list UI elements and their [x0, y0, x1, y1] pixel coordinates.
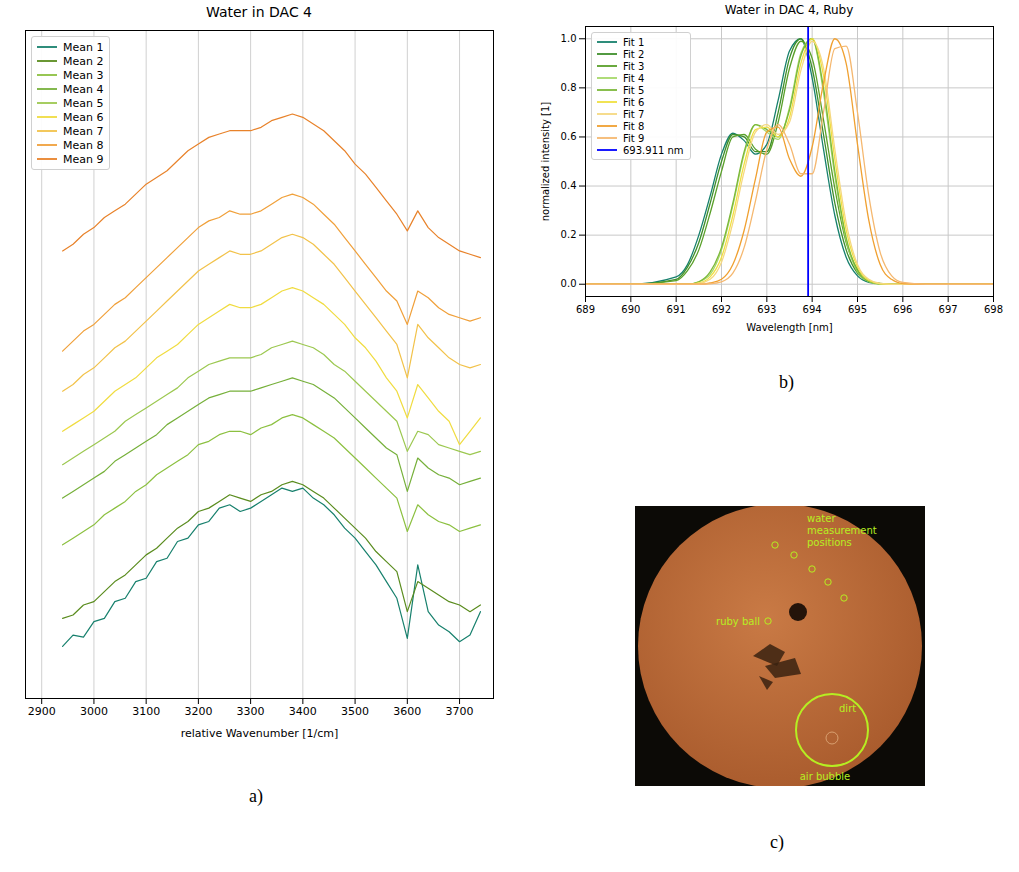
svg-text:0.0: 0.0 — [561, 278, 577, 289]
svg-text:3400: 3400 — [289, 705, 317, 718]
svg-text:ruby ball: ruby ball — [716, 616, 760, 627]
html-text:Fit 5: Fit 5 — [623, 84, 645, 96]
html-text:Mean 1: Mean 1 — [63, 40, 104, 54]
svg-text:3100: 3100 — [132, 705, 160, 718]
svg-text:695: 695 — [848, 304, 867, 315]
svg-text:698: 698 — [984, 304, 1003, 315]
svg-text:watermeasurementpositions: watermeasurementpositions — [807, 513, 877, 548]
svg-text:air bubble: air bubble — [800, 771, 851, 782]
html-text:Fit 2: Fit 2 — [623, 48, 645, 60]
svg-text:0.4: 0.4 — [561, 180, 577, 191]
html-text:Fit 6: Fit 6 — [623, 96, 645, 108]
svg-text:1.0: 1.0 — [561, 33, 577, 44]
svg-text:696: 696 — [893, 304, 912, 315]
svg-text:3300: 3300 — [237, 705, 265, 718]
html-text:Mean 3: Mean 3 — [63, 68, 104, 82]
svg-text:dirt: dirt — [839, 703, 856, 714]
html-text:Mean 9: Mean 9 — [63, 152, 104, 166]
svg-text:Wavelength [nm]: Wavelength [nm] — [746, 322, 832, 333]
html-text:Mean 2: Mean 2 — [63, 54, 104, 68]
html-text:Fit 8: Fit 8 — [623, 120, 645, 132]
svg-text:693: 693 — [757, 304, 776, 315]
svg-text:692: 692 — [712, 304, 731, 315]
svg-text:3500: 3500 — [341, 705, 369, 718]
svg-text:689: 689 — [576, 304, 595, 315]
html-text:Water in DAC 4, Ruby: Water in DAC 4, Ruby — [724, 3, 854, 17]
svg-text:3600: 3600 — [393, 705, 421, 718]
svg-text:3200: 3200 — [184, 705, 212, 718]
html-text:Mean 4: Mean 4 — [63, 82, 104, 96]
html-text:Fit 9: Fit 9 — [623, 132, 645, 144]
html-text:c): c) — [770, 832, 784, 852]
svg-text:0.8: 0.8 — [561, 82, 577, 93]
svg-text:2900: 2900 — [28, 705, 56, 718]
svg-text:0.2: 0.2 — [561, 229, 577, 240]
svg-text:3000: 3000 — [80, 705, 108, 718]
html-text:693.911 nm: 693.911 nm — [623, 144, 684, 156]
html-text:Fit 7: Fit 7 — [623, 108, 645, 120]
html-text:b): b) — [779, 372, 794, 392]
html-text:a): a) — [249, 786, 263, 806]
html-text:Fit 4: Fit 4 — [623, 72, 645, 84]
svg-text:relative Wavenumber [1/cm]: relative Wavenumber [1/cm] — [181, 727, 339, 740]
svg-text:691: 691 — [667, 304, 686, 315]
svg-text:697: 697 — [939, 304, 958, 315]
html-text:Mean 8: Mean 8 — [63, 138, 104, 152]
svg-text:694: 694 — [803, 304, 822, 315]
html-text:Fit 1: Fit 1 — [623, 36, 645, 48]
html-text:Water in DAC 4: Water in DAC 4 — [206, 4, 312, 20]
svg-text:690: 690 — [621, 304, 640, 315]
svg-text:3700: 3700 — [446, 705, 474, 718]
html-text:Mean 6: Mean 6 — [63, 110, 104, 124]
svg-text:normalized intensity [1]: normalized intensity [1] — [540, 102, 551, 222]
html-text:Fit 3: Fit 3 — [623, 60, 645, 72]
html-text:Mean 7: Mean 7 — [63, 124, 104, 138]
html-text:Mean 5: Mean 5 — [63, 96, 104, 110]
svg-text:0.6: 0.6 — [561, 131, 577, 142]
